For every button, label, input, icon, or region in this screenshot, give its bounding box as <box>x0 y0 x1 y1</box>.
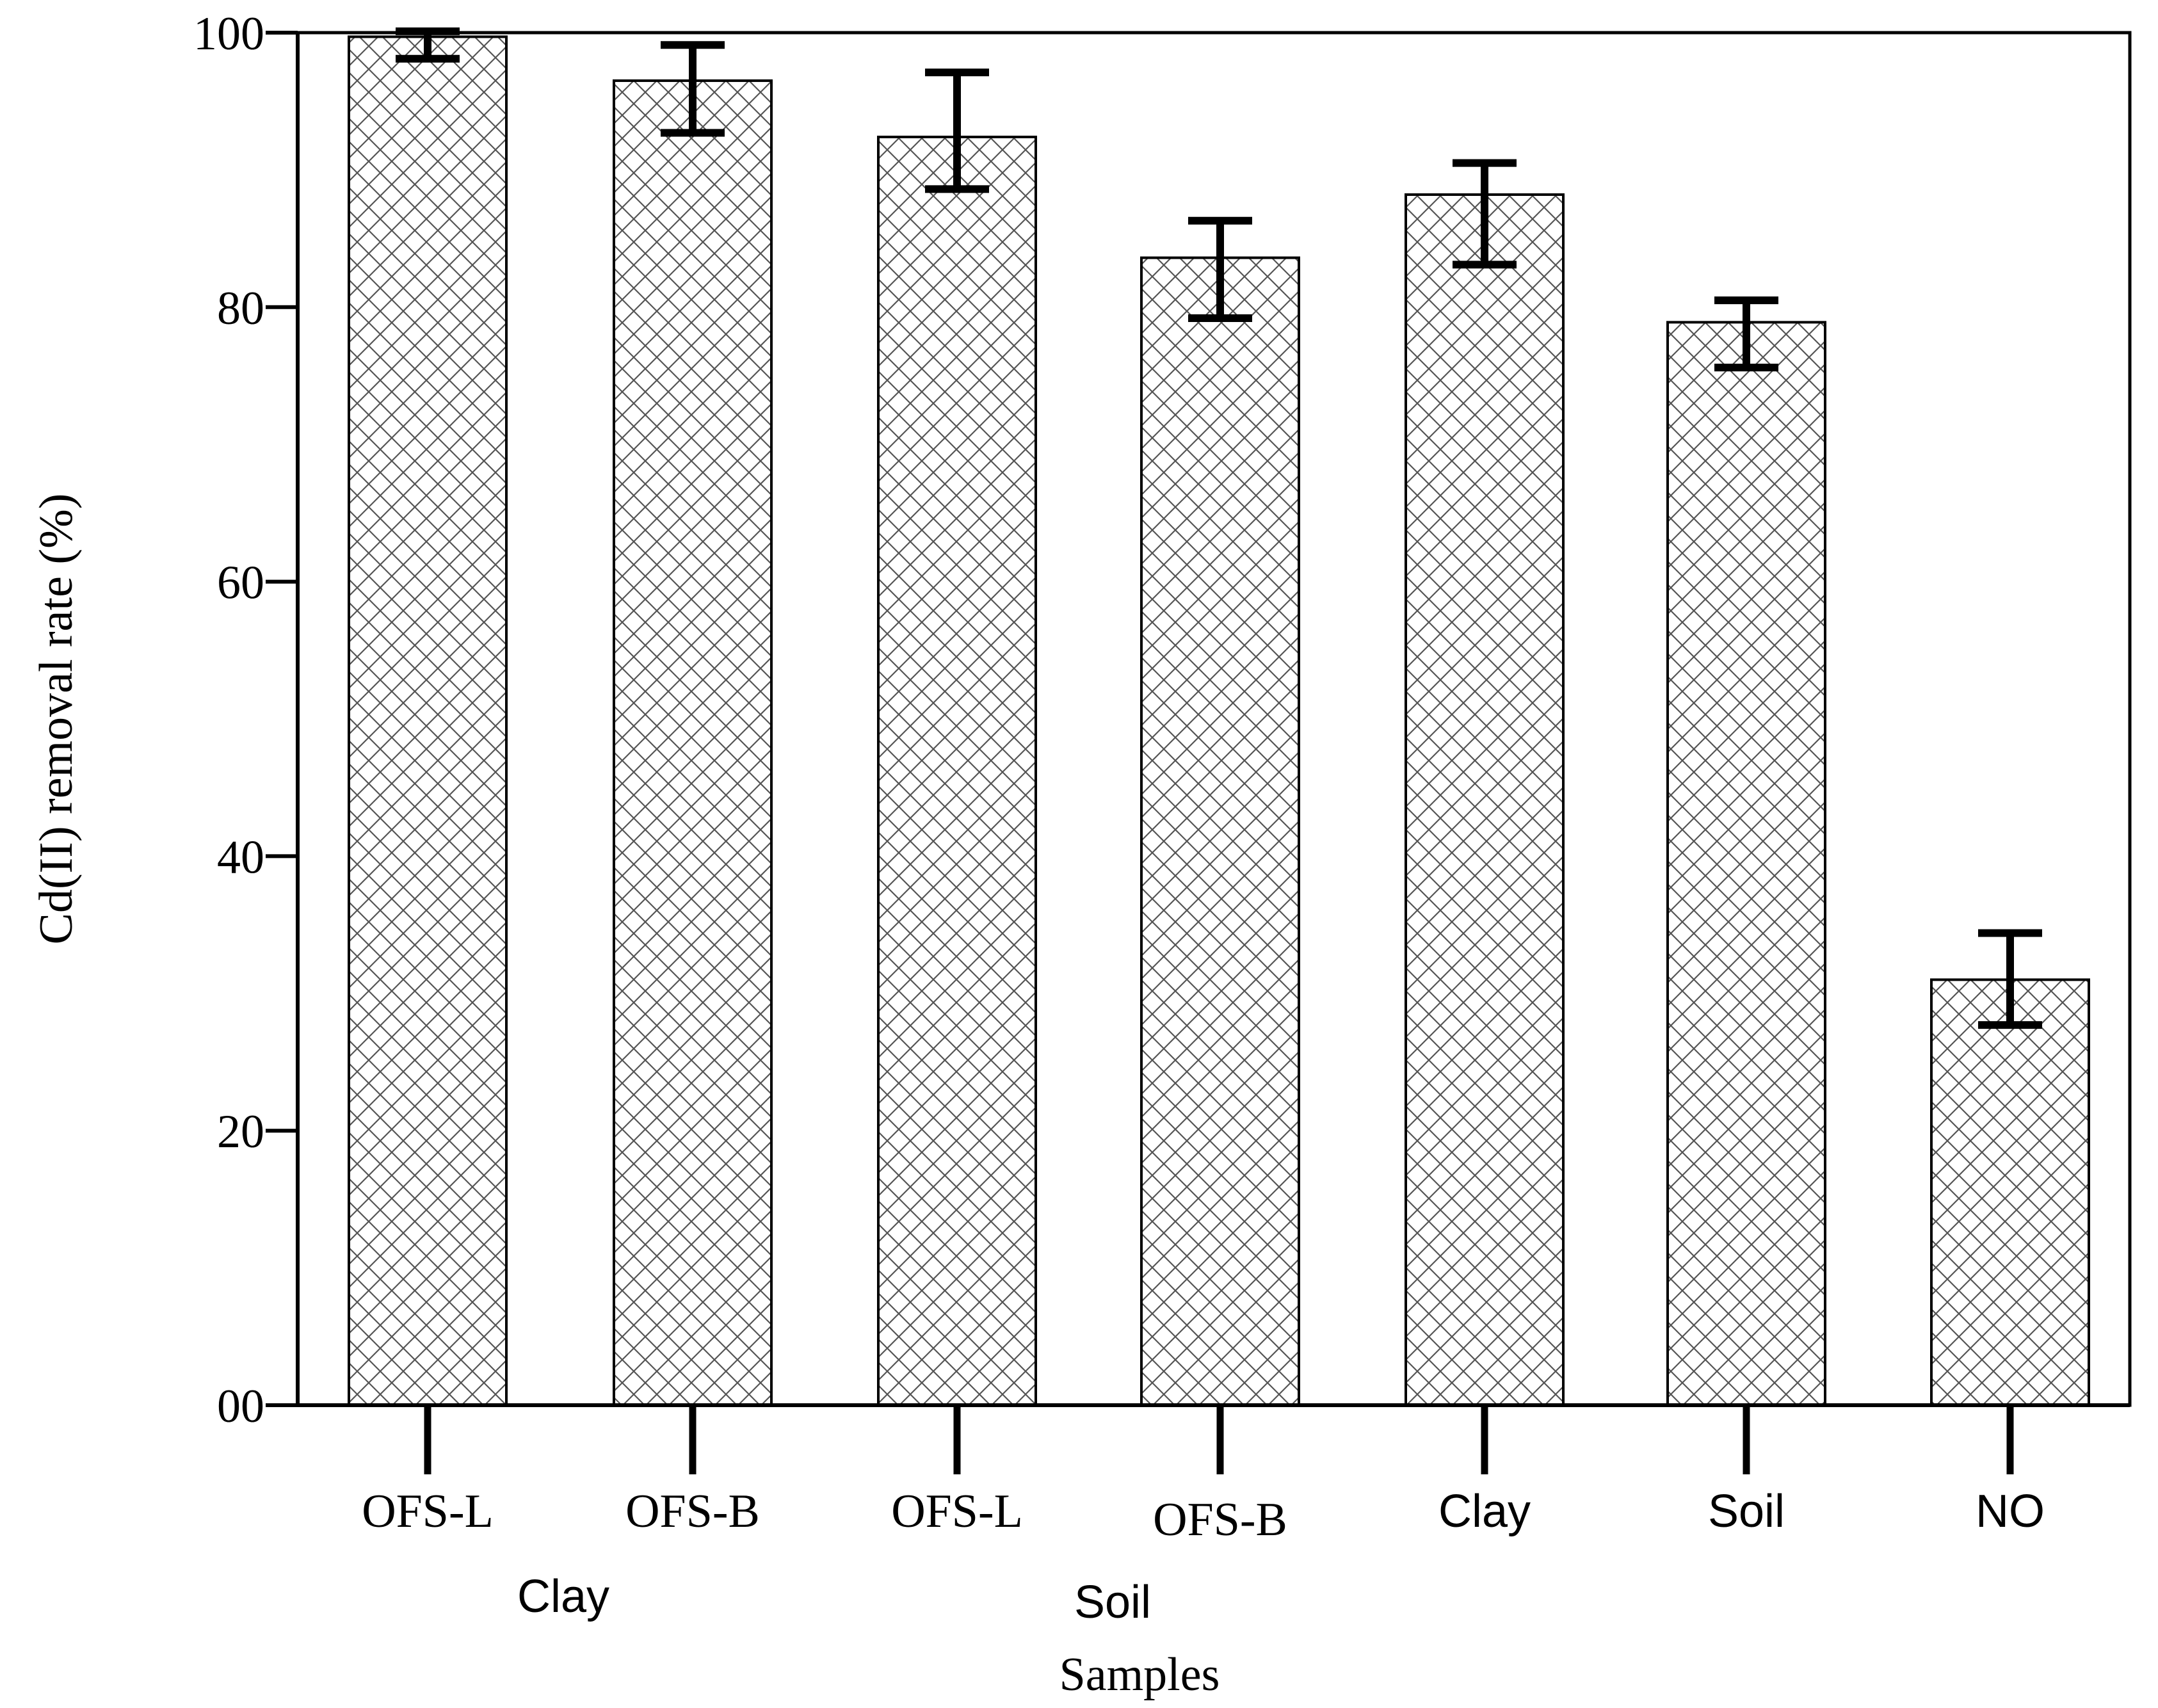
bar <box>1666 321 1826 1406</box>
x-tick-label: OFS-B <box>625 1485 760 1538</box>
bar <box>1140 256 1300 1407</box>
bar <box>1930 978 2090 1406</box>
x-axis: OFS-L OFS-B OFS-L OFS-B Clay Soil NO Clay Soil <box>298 1403 2130 1628</box>
x-tick-label: Clay <box>1438 1486 1531 1537</box>
y-tick-label: 100 <box>193 8 264 60</box>
x-tick-label: OFS-B <box>1153 1494 1287 1546</box>
bar <box>613 79 773 1406</box>
y-tick-label: 20 <box>217 1106 264 1158</box>
y-axis: 00 20 40 60 80 100 <box>193 8 300 1433</box>
x-tick-label: OFS-L <box>362 1485 494 1538</box>
bar <box>1405 193 1565 1407</box>
y-tick-label: 40 <box>217 831 264 883</box>
group-label: Clay <box>517 1571 609 1622</box>
error-bars-layer <box>396 27 2042 1029</box>
x-axis-label: Samples <box>1059 1648 1220 1701</box>
y-axis-label: Cd(II) removal rate (%) <box>30 494 83 945</box>
x-tick-label: OFS-L <box>891 1485 1023 1538</box>
x-tick-label: NO <box>1976 1486 2045 1537</box>
y-tick-label: 60 <box>217 557 264 609</box>
x-tick-label: Soil <box>1708 1486 1785 1537</box>
y-tick-label: 80 <box>217 282 264 335</box>
group-label: Soil <box>1074 1577 1151 1628</box>
y-tick-label: 00 <box>217 1380 264 1433</box>
bar <box>877 135 1037 1407</box>
bar <box>348 35 508 1407</box>
